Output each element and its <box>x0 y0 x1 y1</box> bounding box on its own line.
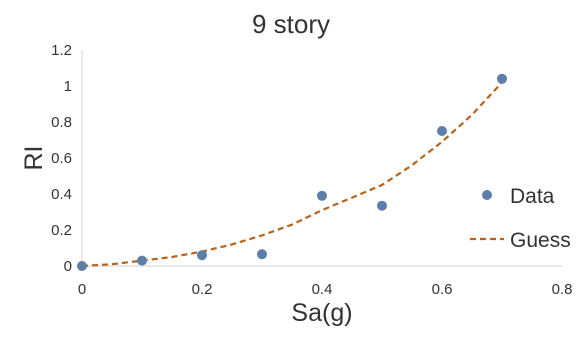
y-tick-labels: 0 0.2 0.4 0.6 0.8 1 1.2 <box>51 42 72 275</box>
data-point <box>137 255 147 266</box>
data-point <box>497 73 507 84</box>
legend-guess-label: Guess <box>510 229 571 252</box>
x-tick-label: 0.4 <box>312 281 333 298</box>
x-tick-label: 0 <box>78 281 86 298</box>
data-point <box>437 126 447 136</box>
y-tick-label: 0 <box>64 258 72 275</box>
y-tick-label: 0.2 <box>51 222 72 239</box>
legend: Data Guess <box>470 185 571 252</box>
series-guess-line <box>81 81 503 268</box>
x-tick-labels: 0 0.2 0.4 0.6 0.8 <box>78 281 573 298</box>
y-tick-label: 0.8 <box>51 114 72 131</box>
x-axis-label: Sa(g) <box>291 299 352 327</box>
x-tick-label: 0.2 <box>192 281 213 298</box>
data-point <box>377 200 387 211</box>
y-tick-label: 0.4 <box>51 186 72 203</box>
data-point <box>317 190 327 201</box>
data-point <box>257 249 267 260</box>
legend-data-label: Data <box>510 185 555 208</box>
x-tick-label: 0.6 <box>432 281 453 298</box>
y-tick-label: 1.2 <box>51 42 72 59</box>
series-data-points <box>77 73 507 271</box>
data-point <box>77 261 87 271</box>
data-point <box>197 250 207 261</box>
x-tick-label: 0.8 <box>552 281 573 298</box>
y-axis-label: RI <box>20 146 48 171</box>
y-tick-label: 0.6 <box>51 150 72 167</box>
legend-data-marker <box>482 190 492 200</box>
chart-title: 9 story <box>252 9 330 39</box>
y-tick-label: 1 <box>64 78 72 95</box>
